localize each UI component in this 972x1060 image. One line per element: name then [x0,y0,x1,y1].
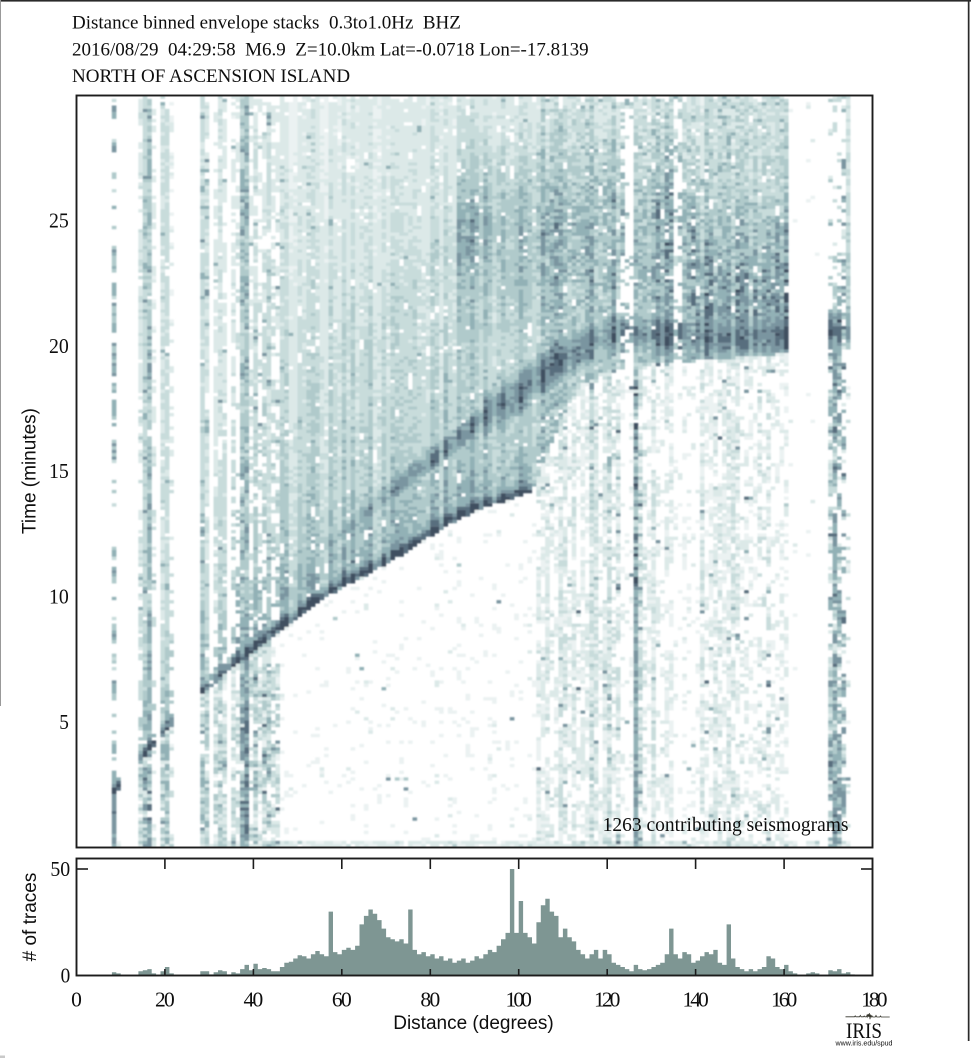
svg-text:IRIS: IRIS [846,1018,882,1043]
svg-text:100: 100 [506,987,532,1011]
svg-text:80: 80 [420,987,440,1011]
svg-text:0: 0 [71,987,82,1011]
svg-text:1263 contributing seismograms: 1263 contributing seismograms [603,815,849,836]
svg-text:www.iris.edu/spud: www.iris.edu/spud [834,1041,892,1048]
svg-text:Distance (degrees): Distance (degrees) [393,1013,554,1034]
svg-text:50: 50 [50,857,70,881]
svg-text:20: 20 [155,987,175,1011]
svg-text:2016/08/29 04:29:58 M6.9 Z=: 2016/08/29 04:29:58 M6.9 Z=10.0km Lat=-0… [72,40,589,61]
svg-text:Distance binned envelope stack: Distance binned envelope stacks 0.3to1.0… [72,13,461,34]
svg-text:120: 120 [594,987,620,1011]
svg-text:5: 5 [59,710,69,734]
svg-text:0: 0 [61,964,71,988]
svg-text:20: 20 [49,334,69,358]
svg-text:10: 10 [49,585,69,609]
svg-text:# of traces: # of traces [20,873,41,962]
svg-text:180: 180 [861,987,887,1011]
svg-text:Time (minutes): Time (minutes) [20,408,41,534]
svg-text:15: 15 [49,459,69,483]
svg-text:25: 25 [49,209,69,233]
svg-text:NORTH OF ASCENSION ISLAND: NORTH OF ASCENSION ISLAND [72,66,350,87]
svg-text:60: 60 [332,987,352,1011]
svg-text:160: 160 [771,987,797,1011]
svg-text:40: 40 [244,987,264,1011]
svg-text:140: 140 [682,987,708,1011]
